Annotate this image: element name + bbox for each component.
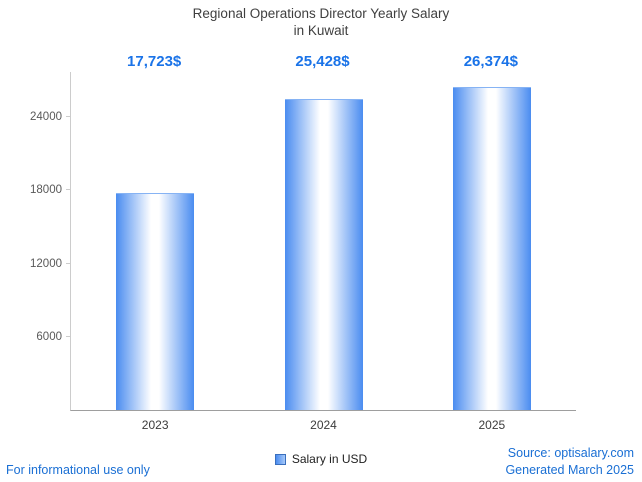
bar-2025[interactable] <box>452 87 531 410</box>
value-label-2023: 17,723$ <box>127 53 182 70</box>
chart-title-line1: Regional Operations Director Yearly Sala… <box>192 6 450 21</box>
y-tick-mark <box>66 262 71 264</box>
y-tick-mark <box>66 335 71 337</box>
y-tick-label-24000: 24000 <box>30 111 62 124</box>
legend: Salary in USD <box>0 452 642 466</box>
chart-title: Regional Operations Director Yearly Sala… <box>0 5 642 39</box>
bar-2024[interactable] <box>284 98 363 410</box>
generated-date: Generated March 2025 <box>505 463 634 477</box>
bar-2023[interactable] <box>116 192 195 410</box>
chart-title-line2: in Kuwait <box>293 23 349 38</box>
y-tick-label-12000: 12000 <box>30 257 62 270</box>
y-tick-label-6000: 6000 <box>36 330 62 343</box>
x-tick-label-2024: 2024 <box>310 418 337 432</box>
disclaimer-text: For informational use only <box>6 463 150 477</box>
x-tick-label-2025: 2025 <box>478 418 506 432</box>
y-tick-mark <box>66 189 71 191</box>
y-tick-mark <box>66 116 71 118</box>
source-link[interactable]: Source: optisalary.com <box>507 446 634 460</box>
y-tick-label-18000: 18000 <box>30 184 62 197</box>
value-label-2025: 26,374$ <box>463 53 518 70</box>
bar-value-annotations: 17,723$ 25,428$ 26,374$ <box>70 53 575 73</box>
legend-label: Salary in USD <box>291 452 368 466</box>
value-label-2024: 25,428$ <box>295 53 350 70</box>
plot-area: 6000 12000 18000 24000 2023 2024 2025 <box>30 72 576 432</box>
source-block: Source: optisalary.com Generated March 2… <box>505 445 634 479</box>
legend-marker-icon <box>274 453 286 465</box>
x-tick-label-2023: 2023 <box>141 418 169 432</box>
